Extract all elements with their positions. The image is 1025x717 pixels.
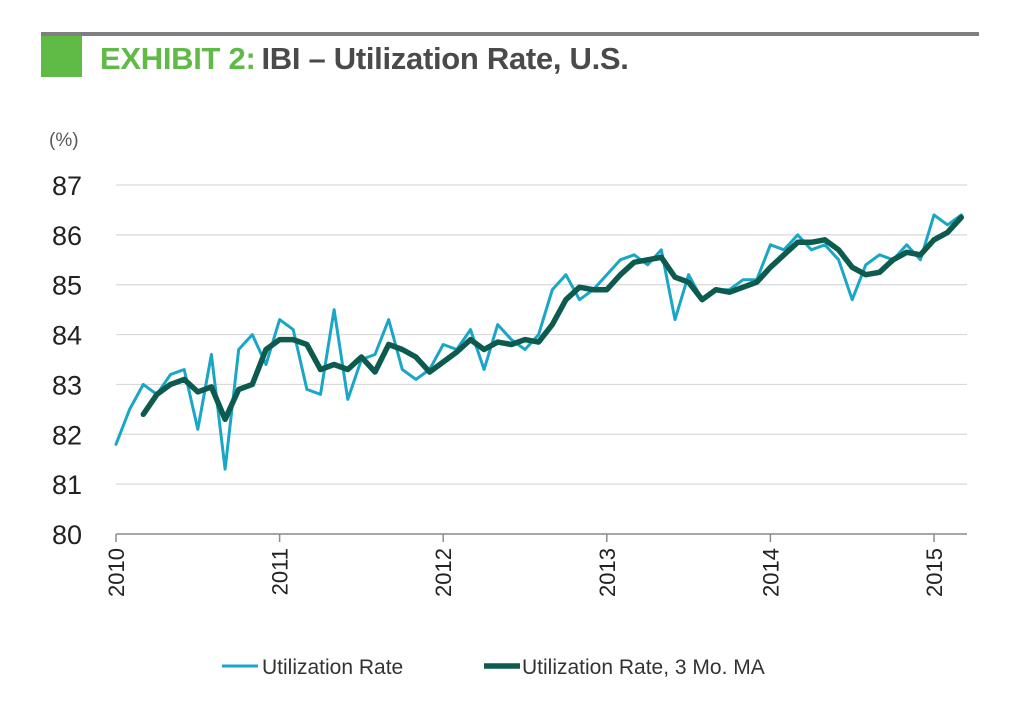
y-tick-label: 85 [52,271,82,301]
series-utilization-rate [114,213,963,471]
x-tick-label: 2014 [758,548,783,597]
x-tick-label: 2013 [595,548,620,597]
y-tick-label: 86 [52,221,82,251]
x-tick-label: 2010 [104,548,129,597]
chart-title-main: IBI – Utilization Rate, U.S. [261,41,629,76]
y-axis-ticks: 80 81 82 83 84 85 86 87 [52,171,82,550]
y-tick-label: 81 [52,470,82,500]
legend-label: Utilization Rate [262,656,403,679]
x-tick-label: 2015 [922,548,947,597]
x-tick-label: 2012 [431,548,456,597]
exhibit-green-marker [41,36,82,77]
x-tick-label: 2011 [268,548,293,595]
x-axis: 2010 2011 2012 2013 2014 2015 [104,533,967,597]
series-lines [114,213,965,471]
gridlines [116,184,967,535]
title-top-rule [41,32,979,36]
y-tick-label: 87 [52,171,82,201]
chart-title-prefix: EXHIBIT 2: [100,41,256,76]
series-utilization-rate-3mo-ma [140,214,965,423]
y-tick-label: 83 [52,370,82,400]
y-tick-label: 82 [52,420,82,450]
y-tick-label: 80 [52,520,82,550]
legend: Utilization Rate Utilization Rate, 3 Mo. … [222,656,765,679]
chart-title: EXHIBIT 2: IBI – Utilization Rate, U.S. [100,37,629,81]
y-tick-label: 84 [52,321,82,351]
y-axis-unit: (%) [49,130,79,151]
legend-label: Utilization Rate, 3 Mo. MA [522,656,765,679]
